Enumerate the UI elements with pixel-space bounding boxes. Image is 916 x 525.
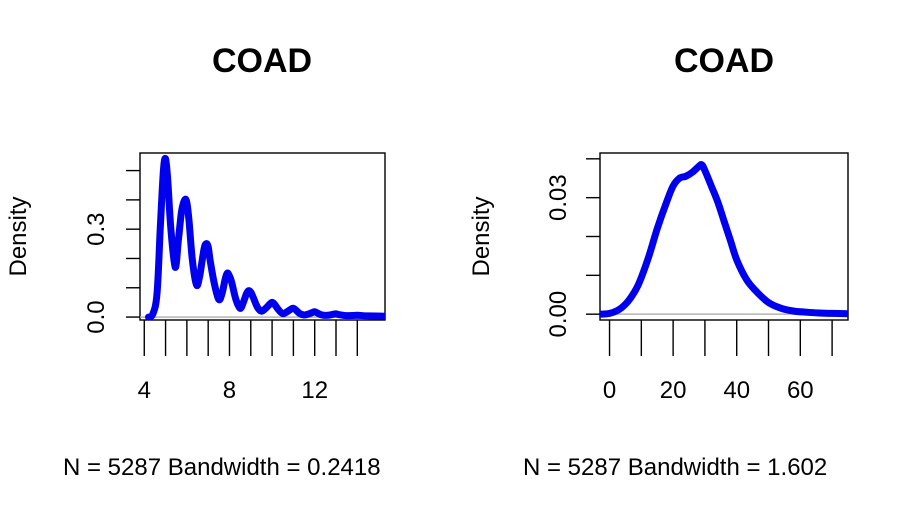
chart-title: COAD [674, 42, 774, 80]
density-curve [145, 154, 385, 321]
y-tick-label: 0.00 [545, 291, 572, 338]
x-tick-label: 4 [138, 377, 151, 404]
y-axis-label: Density [468, 196, 495, 276]
y-tick-label: 0.0 [83, 300, 110, 333]
chart-title: COAD [212, 42, 312, 80]
x-tick-label: 60 [787, 377, 814, 404]
x-tick-label: 20 [660, 377, 687, 404]
x-tick-label: 0 [603, 377, 616, 404]
y-axis-label: Density [5, 196, 32, 276]
y-tick-label: 0.3 [83, 212, 110, 245]
x-tick-label: 40 [723, 377, 750, 404]
plot-frame [599, 152, 849, 321]
plot-frame [139, 152, 386, 321]
x-tick-label: 8 [223, 377, 236, 404]
x-axis-label: N = 5287 Bandwidth = 0.2418 [63, 454, 381, 481]
density-panel-right: COAD 0.00 0.03 0 20 40 60 Density N = 5287 Bandw… [468, 42, 849, 481]
x-tick-label: 12 [301, 377, 328, 404]
y-tick-label: 0.03 [545, 174, 572, 221]
density-panel-left: COAD 0.0 0.3 4 8 12 Density N = 5287 Bandwidth … [5, 42, 386, 481]
x-axis-label: N = 5287 Bandwidth = 1.602 [523, 454, 827, 481]
density-curve [600, 161, 848, 318]
